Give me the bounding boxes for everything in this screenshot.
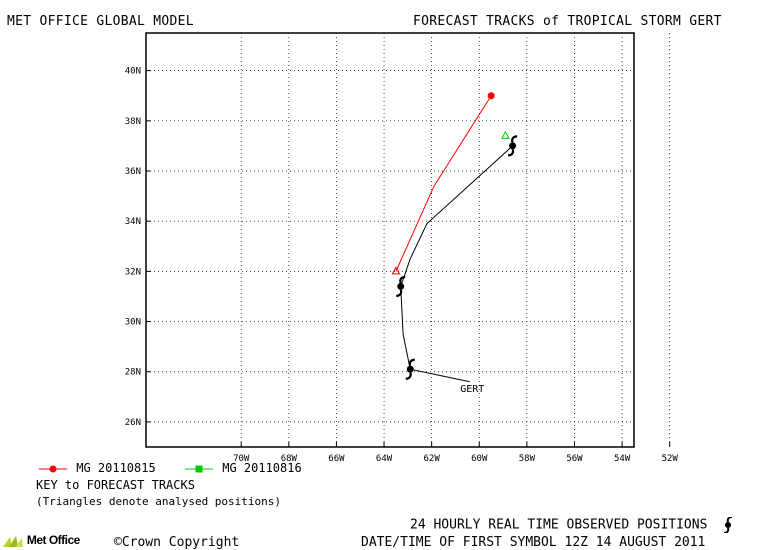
lon-tick-label: 64W <box>376 454 393 464</box>
lat-tick-label: 36N <box>125 167 141 177</box>
legend-item-mg-20110816: MG 20110816 <box>183 461 302 475</box>
lon-tick-label: 54W <box>614 454 631 464</box>
lon-tick-label: 56W <box>566 454 583 464</box>
forecast-end-circle <box>487 92 495 100</box>
model-title: MET OFFICE GLOBAL MODEL <box>7 14 194 29</box>
hurricane-arm <box>511 135 518 143</box>
hurricane-symbol-icon <box>724 516 733 534</box>
hurricane-eye <box>406 365 414 373</box>
forecast-track-line <box>395 95 492 272</box>
lat-tick-label: 26N <box>125 418 141 428</box>
lat-tick-label: 40N <box>125 67 141 77</box>
lat-tick-label: 32N <box>125 267 141 277</box>
map-grid <box>146 33 671 447</box>
lat-tick-label: 38N <box>125 117 141 127</box>
hurricane-arm <box>405 372 412 380</box>
lon-tick-label: 58W <box>519 454 536 464</box>
legend-label: MG 20110816 <box>222 461 302 475</box>
lon-tick-label: 52W <box>662 454 679 464</box>
hurricane-eye <box>509 142 517 150</box>
met-office-logo-icon <box>3 535 23 547</box>
map-border <box>145 32 635 448</box>
legend-item-mg-20110815: MG 20110815 <box>37 461 156 475</box>
storm-name-label: GERT <box>460 384 484 395</box>
lon-tick-label: 62W <box>424 454 441 464</box>
hurricane-arm <box>408 358 415 367</box>
met-office-logo: Met Office <box>2 533 80 548</box>
legend-red-circle-icon <box>39 465 67 472</box>
lon-tick-label: 66W <box>328 454 345 464</box>
lat-tick-label: 34N <box>125 217 141 227</box>
legend-green-square-icon <box>185 465 213 472</box>
chart-title: FORECAST TRACKS of TROPICAL STORM GERT <box>413 14 722 29</box>
hurricane-arm <box>508 148 515 157</box>
observed-track-line <box>400 145 513 383</box>
hurricane-eye <box>397 282 405 290</box>
analysed-position-triangle <box>391 266 401 275</box>
lat-tick-label: 30N <box>125 318 141 328</box>
hurricane-symbol-icon <box>396 275 406 298</box>
tracks-layer: GERT <box>391 92 518 395</box>
lon-tick-label: 70W <box>233 454 250 464</box>
hurricane-arm <box>396 289 403 298</box>
legend-label: MG 20110815 <box>76 461 156 475</box>
lat-tick-label: 28N <box>125 368 141 378</box>
copyright: ©Crown Copyright <box>114 535 240 550</box>
analysed-position-triangle <box>501 130 510 139</box>
observed-positions-label: 24 HOURLY REAL TIME OBSERVED POSITIONS <box>410 516 735 534</box>
hurricane-symbol-icon <box>508 135 518 157</box>
first-symbol-datetime: DATE/TIME OF FIRST SYMBOL 12Z 14 AUGUST … <box>361 535 706 550</box>
axis-ticks: 70W 68W 66W 64W 62W 60W 58W 56W 54W 52W 26N 28N 30N 3… <box>125 67 679 464</box>
key-title: KEY to FORECAST TRACKS <box>36 478 195 492</box>
lon-tick-label: 60W <box>471 454 488 464</box>
hurricane-arm <box>399 275 406 284</box>
lon-tick-label: 68W <box>281 454 298 464</box>
key-note: (Triangles denote analysed positions) <box>36 495 282 508</box>
hurricane-symbol-icon <box>405 358 415 380</box>
